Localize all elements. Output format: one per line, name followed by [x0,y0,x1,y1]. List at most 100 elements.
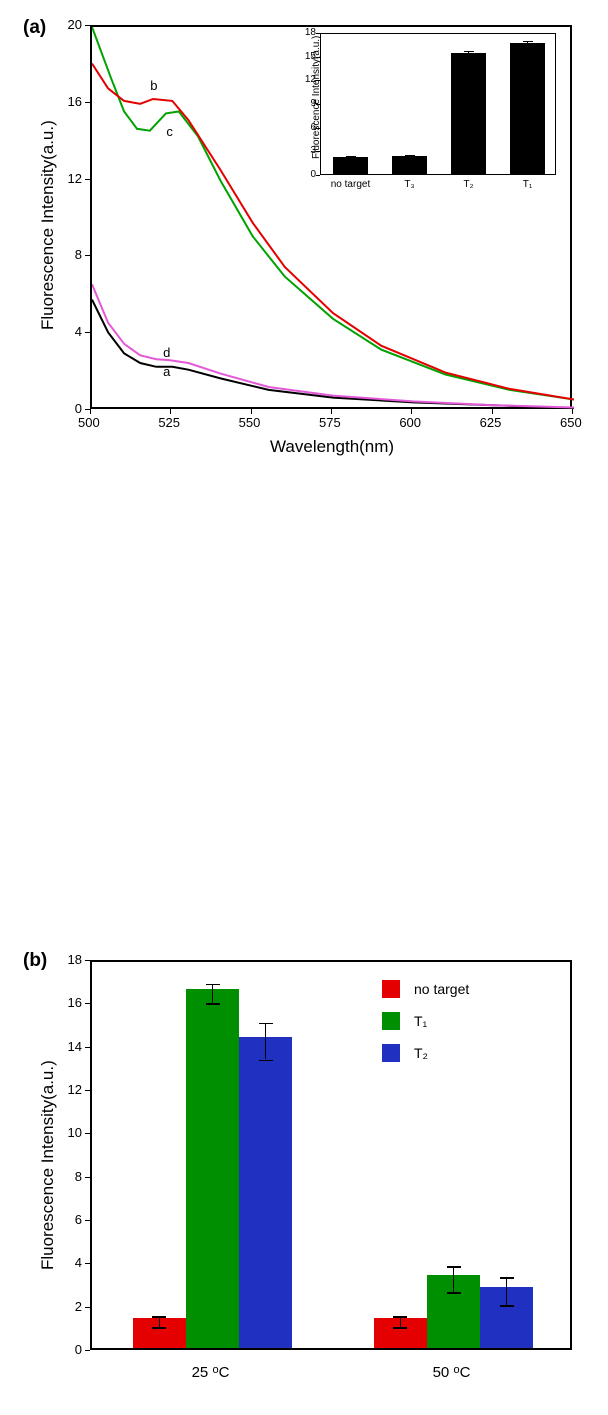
inset-xlabel: no target [329,179,373,190]
inset-errcap [405,161,415,162]
xtick-mark [411,409,412,414]
xtick-mark [492,409,493,414]
figure-root: { "panelA": { "label": "(a)", "plot": { … [0,0,608,977]
ytick-mark [85,255,90,256]
inset-errbar [468,51,469,59]
ytick-label: 16 [68,94,82,109]
inset-bar [510,43,545,174]
panel-b-errcap [447,1292,461,1294]
ytick-mark [85,332,90,333]
panel-b-ytick-mark [85,960,90,961]
panel-a-inset: no targetT₃T₂T₁ [320,33,556,175]
inset-ytick-mark [316,104,320,105]
ytick-label: 20 [68,17,82,32]
inset-ytick-mark [316,33,320,34]
legend-text: no target [414,981,469,997]
ytick-mark [85,102,90,103]
inset-ytick-label: 0 [300,169,316,180]
inset-ytick-mark [316,128,320,129]
panel-b-ytick-mark [85,1003,90,1004]
panel-b-ytick-label: 12 [68,1082,82,1097]
inset-ytick-label: 9 [300,98,316,109]
panel-b-errcap [500,1277,514,1279]
curve-label-a: a [163,364,170,379]
inset-ytick-label: 6 [300,122,316,133]
inset-ytick-label: 15 [300,51,316,62]
panel-a-ylabel: Fluorescence Intensity(a.u.) [38,120,58,330]
xtick-label: 525 [158,415,180,430]
panel-b-errbar [400,1316,402,1327]
xtick-mark [251,409,252,414]
panel-b: (b) no targetT₁T₂ Fluorescence Intensity… [15,950,593,1415]
panel-b-errbar [159,1316,161,1327]
panel-a-inset-bars: no targetT₃T₂T₁ [321,34,555,174]
inset-errcap [346,163,356,164]
xtick-label: 625 [480,415,502,430]
ytick-label: 0 [75,401,82,416]
curve-label-d: d [163,345,170,360]
xtick-mark [572,409,573,414]
panel-b-ytick-mark [85,1220,90,1221]
inset-errcap [523,49,533,50]
panel-b-ytick-label: 18 [68,952,82,967]
panel-b-label: (b) [23,950,47,972]
inset-ytick-mark [316,175,320,176]
legend-text: T₁ [414,1013,427,1029]
panel-b-errcap [500,1305,514,1307]
panel-b-errbar [265,1023,267,1060]
panel-b-plotbox: no target T₁ T₂ [90,960,572,1350]
panel-b-errcap [259,1060,273,1062]
panel-b-bar [186,989,239,1348]
panel-b-ytick-mark [85,1090,90,1091]
inset-xlabel: T₂ [447,179,491,190]
ytick-label: 4 [75,324,82,339]
panel-b-ytick-label: 10 [68,1125,82,1140]
curve-label-b: b [150,78,157,93]
xtick-label: 650 [560,415,582,430]
xtick-label: 500 [78,415,100,430]
inset-xlabel: T₁ [506,179,550,190]
ytick-mark [85,25,90,26]
panel-b-errbar [212,984,214,1004]
panel-b-errcap [206,984,220,986]
inset-ytick-label: 12 [300,74,316,85]
inset-errcap [346,156,356,157]
panel-b-ytick-label: 2 [75,1299,82,1314]
xtick-label: 550 [239,415,261,430]
panel-a-xlabel: Wavelength(nm) [270,437,394,457]
curve-label-c: c [166,124,173,139]
panel-b-ytick-label: 0 [75,1342,82,1357]
inset-errcap [464,51,474,52]
panel-b-ytick-label: 6 [75,1212,82,1227]
panel-b-bar [239,1037,292,1348]
panel-b-bars [92,962,570,1348]
inset-errcap [464,59,474,60]
legend-swatch [382,1012,400,1030]
panel-a: (a) no targetT₃T₂T₁ Fluorescence Intensi… [15,15,593,465]
inset-bar [451,53,486,174]
inset-ytick-label: 18 [300,27,316,38]
legend-text: T₂ [414,1045,428,1061]
panel-b-errcap [447,1266,461,1268]
inset-errbar [527,41,528,49]
panel-b-group-label: 25 oC [181,1364,241,1381]
ytick-label: 8 [75,247,82,262]
inset-errcap [405,155,415,156]
panel-b-errbar [506,1277,508,1305]
panel-b-ytick-mark [85,1047,90,1048]
ytick-label: 12 [68,171,82,186]
inset-errcap [523,41,533,42]
panel-b-ytick-label: 4 [75,1255,82,1270]
panel-b-errcap [152,1327,166,1329]
inset-xlabel: T₃ [388,179,432,190]
panel-b-ytick-label: 16 [68,995,82,1010]
xtick-mark [170,409,171,414]
panel-b-group-label: 50 oC [422,1364,482,1381]
panel-b-ytick-mark [85,1350,90,1351]
panel-b-errcap [206,1003,220,1005]
xtick-mark [331,409,332,414]
inset-ytick-label: 3 [300,145,316,156]
ytick-mark [85,179,90,180]
inset-ytick-mark [316,151,320,152]
legend-swatch [382,980,400,998]
